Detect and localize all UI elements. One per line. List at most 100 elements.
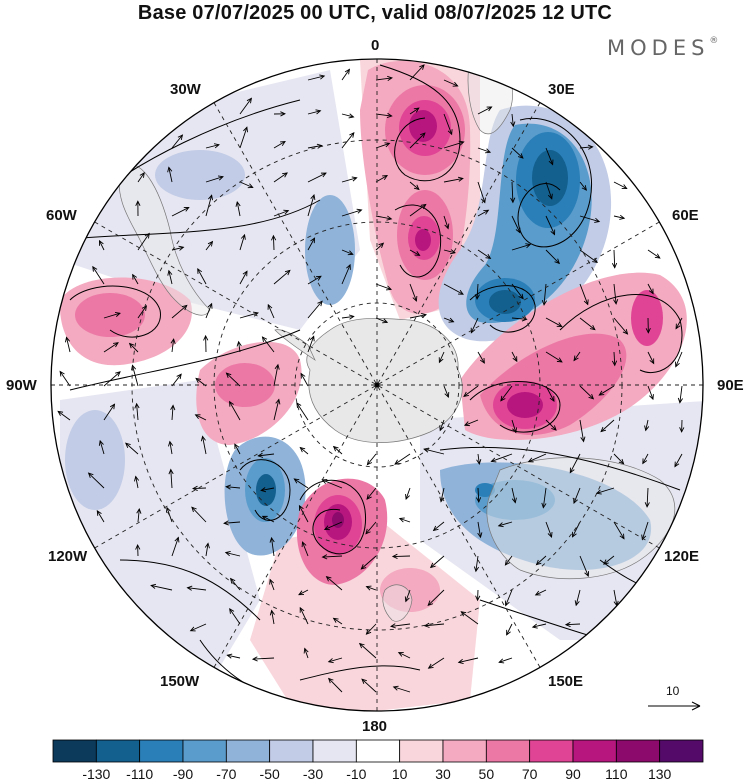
wind-vector — [171, 373, 182, 387]
wind-vector — [579, 144, 594, 150]
wind-vector — [545, 181, 553, 200]
wind-vector — [598, 385, 615, 396]
colorbar-swatch — [399, 739, 444, 763]
wind-vector — [103, 371, 121, 387]
colorbar-tick-label: 30 — [435, 766, 451, 782]
wind-vector — [273, 111, 286, 117]
wind-vector — [579, 283, 589, 306]
wind-vector — [341, 263, 351, 285]
modes-logo: MODES® — [607, 36, 718, 60]
wind-vector — [303, 647, 309, 659]
wind-vector — [443, 249, 456, 255]
wind-vector — [271, 234, 277, 251]
wind-vector — [64, 336, 71, 353]
label-lon-0: 0 — [371, 37, 380, 54]
colorbar-tick-label: 90 — [565, 766, 581, 782]
wind-vector — [511, 243, 532, 251]
wind-vector — [511, 419, 518, 434]
chart-title: Base 07/07/2025 00 UTC, valid 08/07/2025… — [137, 2, 613, 24]
wind-vector — [644, 487, 650, 508]
wind-vector — [642, 453, 649, 465]
wind-vector — [613, 317, 629, 335]
wind-vector — [203, 334, 209, 353]
wind-vector — [239, 270, 248, 285]
wind-vector — [307, 335, 315, 353]
wind-vector — [405, 487, 411, 501]
wind-vector — [579, 419, 586, 443]
wind-vector — [531, 623, 547, 629]
wind-vector — [545, 419, 557, 431]
wind-vector — [103, 311, 121, 319]
wind-vector — [477, 249, 492, 259]
wind-vector — [171, 245, 185, 251]
colorbar-tick-label: 70 — [521, 766, 538, 782]
wind-vector — [392, 685, 411, 693]
wind-vector — [269, 578, 275, 591]
wind-vector — [443, 215, 450, 230]
wind-vector — [647, 351, 655, 365]
wind-vector — [136, 507, 142, 523]
colorbar — [52, 739, 704, 763]
wind-vector — [273, 209, 290, 217]
wind-vector — [298, 589, 309, 596]
wind-vector — [541, 487, 547, 509]
label-lon-120e: 120E — [664, 548, 700, 565]
wind-vector — [443, 79, 459, 87]
wind-vector — [296, 402, 309, 421]
new-zealand — [382, 584, 413, 622]
wind-vector — [103, 342, 119, 353]
wind-vector — [366, 453, 377, 466]
wind-vector — [229, 607, 241, 625]
wind-vector — [167, 269, 173, 285]
colorbar-swatch — [269, 739, 314, 763]
wind-vector — [409, 249, 421, 256]
wind-vector — [194, 414, 207, 421]
wind-vector — [131, 364, 139, 387]
wind-vector — [205, 175, 224, 183]
anomaly-pos-south-core-c — [332, 512, 344, 528]
wind-vector — [409, 64, 425, 81]
label-lon-90w: 90W — [6, 377, 37, 394]
wind-vector — [298, 504, 309, 523]
wind-vector — [341, 176, 358, 183]
wind-vector — [137, 171, 145, 183]
wind-vector — [457, 657, 479, 664]
wind-vector — [572, 521, 581, 538]
colorbar-swatch — [572, 739, 617, 763]
wind-vector — [463, 385, 479, 397]
wind-vector — [98, 439, 105, 455]
wind-vector — [579, 385, 595, 400]
colorbar-swatch — [615, 739, 661, 763]
wind-vector — [134, 475, 140, 489]
wind-vector — [679, 419, 685, 433]
wind-vector — [167, 166, 173, 183]
south-america — [118, 164, 211, 316]
wind-vector — [490, 453, 513, 463]
wind-vector — [443, 385, 450, 399]
colorbar-tick-label: -30 — [302, 766, 324, 782]
wind-vector — [510, 181, 516, 204]
wind-vector — [390, 623, 411, 629]
wind-vector — [545, 317, 563, 328]
wind-vector — [375, 215, 393, 221]
wind-vector — [239, 233, 246, 251]
wind-vector — [579, 249, 598, 264]
label-lon-180: 180 — [362, 718, 388, 735]
wind-vector — [57, 410, 71, 421]
wind-vector — [205, 302, 213, 319]
wind-vector — [186, 585, 207, 591]
registered-mark: ® — [709, 36, 719, 46]
wind-vector — [409, 107, 420, 115]
wind-vector — [341, 68, 351, 81]
wind-vector — [189, 623, 207, 632]
wind-vector — [273, 172, 288, 183]
wind-vector — [200, 435, 207, 455]
anomaly-neg-nw2 — [305, 195, 355, 305]
anomaly-neg-nw3 — [155, 150, 245, 200]
wind-vector — [394, 453, 411, 465]
wind-vector — [427, 589, 445, 606]
graticule — [51, 59, 703, 711]
wind-vector — [498, 657, 513, 664]
wind-vector — [293, 478, 309, 489]
wind-vector — [229, 577, 241, 591]
